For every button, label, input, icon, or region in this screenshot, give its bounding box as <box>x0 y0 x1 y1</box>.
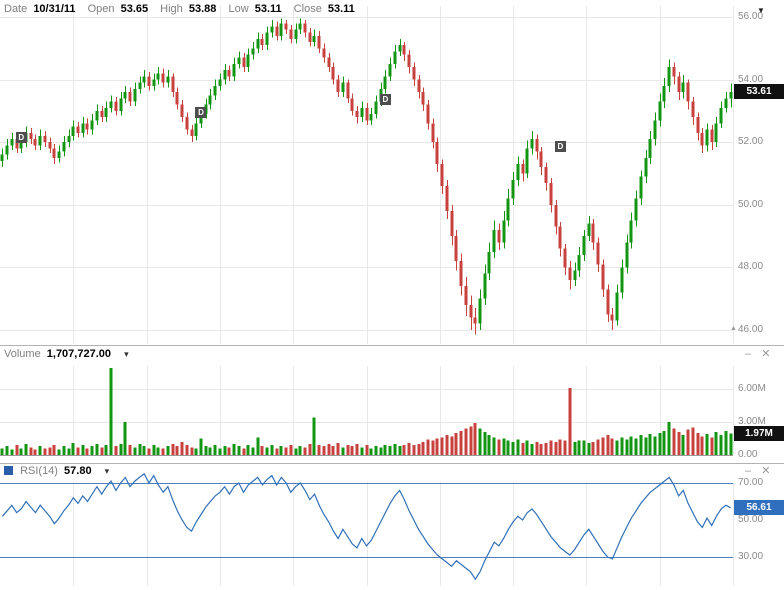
ohlc-header: Date 10/31/11 Open 53.65 High 53.88 Low … <box>4 3 357 15</box>
axis-scroll-up-icon[interactable]: ▼ <box>757 6 765 15</box>
last-volume-badge: 1.97M <box>734 425 784 441</box>
price-axis-tick: 52.00 <box>738 136 764 148</box>
dividend-marker[interactable]: D <box>379 94 391 106</box>
rsi-header: RSI(14) 57.80 ▾ <box>4 465 109 477</box>
axis-scroll-down-icon[interactable]: ▲ <box>730 325 737 332</box>
rsi-axis-tick: 50.00 <box>738 514 764 525</box>
chevron-down-icon[interactable]: ▾ <box>104 466 110 476</box>
low-value: 53.11 <box>254 3 282 15</box>
last-price-badge: 53.61 <box>734 84 784 100</box>
dividend-marker[interactable]: D <box>554 141 566 153</box>
price-axis-tick: 46.00 <box>738 324 764 335</box>
rsi-title: RSI(14) <box>20 465 58 477</box>
volume-axis-tick: 3.00M <box>738 416 766 427</box>
date-value: 10/31/11 <box>33 3 76 15</box>
rsi-legend-swatch <box>4 466 13 475</box>
price-axis-tick: 50.00 <box>738 198 764 210</box>
dividend-marker[interactable]: D <box>195 106 207 118</box>
volume-axis-tick: 0.00 <box>738 449 758 460</box>
volume-axis-tick: 6.00M <box>738 383 766 394</box>
high-label: High <box>160 3 183 15</box>
volume-value: 1,707,727.00 <box>46 348 111 360</box>
minimize-icon[interactable]: – <box>745 465 752 477</box>
close-icon[interactable]: ✕ <box>761 465 771 477</box>
open-value: 53.65 <box>120 3 149 15</box>
dividend-marker[interactable]: D <box>15 132 27 143</box>
price-axis-tick: 48.00 <box>738 261 764 273</box>
rsi-value: 57.80 <box>64 465 92 477</box>
close-label: Close <box>293 3 322 15</box>
close-value: 53.11 <box>327 3 355 15</box>
close-icon[interactable]: ✕ <box>761 348 771 360</box>
minimize-icon[interactable]: – <box>745 348 752 360</box>
high-value: 53.88 <box>188 3 217 15</box>
rsi-axis-tick: 30.00 <box>738 551 764 562</box>
price-axis-tick: 56.00 <box>738 11 764 22</box>
chevron-down-icon[interactable]: ▾ <box>124 349 129 359</box>
price-axis-tick: 54.00 <box>738 73 764 85</box>
low-label: Low <box>228 3 249 15</box>
date-label: Date <box>4 3 28 15</box>
volume-title: Volume <box>4 348 41 360</box>
rsi-axis-tick: 70.00 <box>738 477 764 488</box>
open-label: Open <box>87 3 115 15</box>
volume-header: Volume 1,707,727.00 ▾ <box>4 348 129 360</box>
volume-window-controls: – ✕ <box>738 347 770 360</box>
last-rsi-badge: 56.61 <box>734 500 784 516</box>
rsi-window-controls: – ✕ <box>738 464 770 477</box>
